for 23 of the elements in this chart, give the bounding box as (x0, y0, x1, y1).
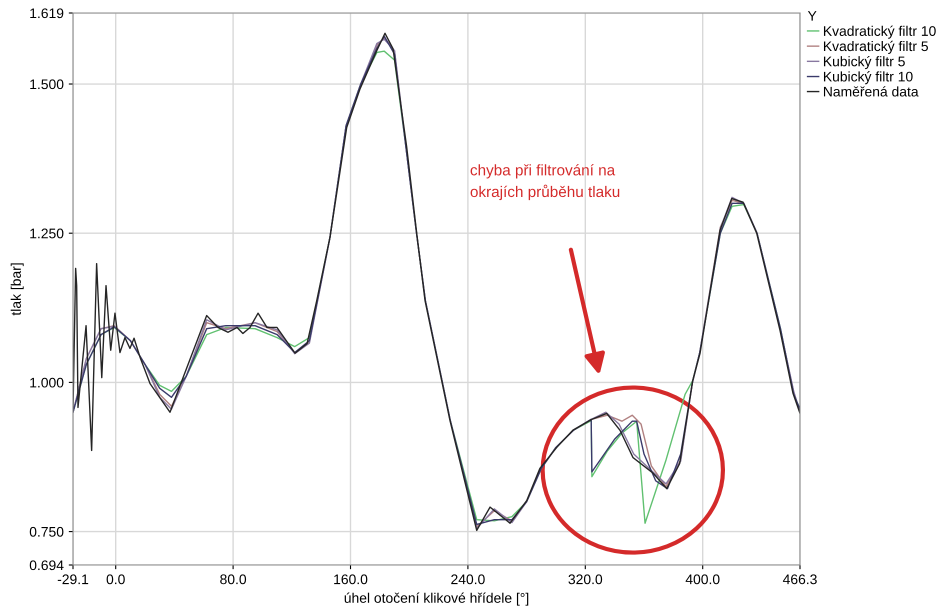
legend-label: Naměřená data (824, 86, 919, 97)
y-axis-title: tlak [bar] (10, 263, 24, 316)
legend-label: Kvadratický filtr 5 (824, 40, 928, 54)
x-tick-label: -29.1 (58, 574, 88, 584)
x-tick-label: 400.0 (686, 574, 720, 584)
y-tick-label: 1.619 (30, 8, 64, 18)
x-tick-label: 160.0 (334, 574, 368, 584)
y-tick-label: 1.000 (30, 378, 64, 388)
annotation: chyba při filtrování na okrajích průběhu tlaku (470, 164, 620, 200)
x-tick-label: 0.0 (106, 574, 125, 584)
x-axis-title: úhel otočení klikové hřídele [°] (344, 592, 528, 606)
y-tick-label: 1.250 (30, 228, 64, 238)
legend-label: Kubický filtr 5 (824, 56, 905, 70)
x-tick-label: 240.0 (451, 574, 485, 584)
y-tick-label: 0.694 (30, 560, 64, 570)
y-tick-label: 1.500 (30, 79, 64, 90)
x-tick-label: 466.3 (782, 574, 817, 584)
y-tick-label: 0.750 (30, 526, 64, 537)
x-tick-label: 80.0 (220, 574, 246, 584)
x-tick-label: 320.0 (568, 574, 602, 584)
legend-label: Kubický filtr 10 (824, 71, 913, 84)
legend-title: Y (808, 11, 817, 21)
legend-label: Kvadratický filtr 10 (824, 26, 936, 39)
